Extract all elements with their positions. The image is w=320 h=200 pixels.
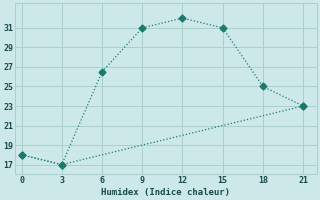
X-axis label: Humidex (Indice chaleur): Humidex (Indice chaleur) (101, 188, 230, 197)
